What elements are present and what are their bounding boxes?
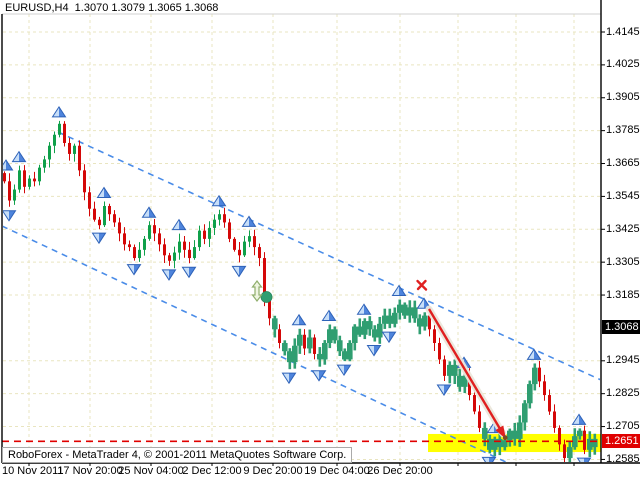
fractal-up-arrow-icon (391, 284, 407, 297)
fractal-down-arrow-icon (281, 372, 297, 385)
fractal-down-arrow-icon (381, 331, 397, 344)
fractal-down-arrow-icon (231, 265, 247, 278)
sell-signal-x-marker[interactable] (416, 279, 428, 291)
time-tick-label: 26 Dec 20:00 (367, 465, 433, 477)
grid (3, 14, 601, 463)
price-tick-label: 1.2585 (606, 452, 640, 465)
fractal-down-arrow-icon (181, 266, 197, 279)
entry-circle-marker[interactable] (260, 291, 273, 303)
price-tick-label: 1.3545 (606, 189, 640, 202)
fractal-down-arrow-icon (91, 232, 107, 245)
time-tick-label: 2 Dec 12:00 (182, 465, 242, 477)
price-tick-label: 1.3305 (606, 255, 640, 268)
time-tick-label: 19 Dec 04:00 (304, 465, 370, 477)
time-tick-label: 25 Nov 04:00 (118, 465, 184, 477)
fractal-down-arrow-icon (336, 364, 352, 377)
price-tick-label: 1.2825 (606, 387, 640, 400)
fractal-down-arrow-icon (126, 264, 142, 276)
fractal-up-arrow-icon (526, 348, 542, 360)
fractal-down-arrow-icon (558, 467, 571, 477)
price-tick-label: 1.3185 (606, 288, 640, 301)
chart-frame (1, 0, 640, 466)
fractal-down-arrow-icon (311, 370, 327, 382)
fractal-up-arrow-icon (356, 303, 372, 315)
target-price-tag: 1.2651 (602, 434, 640, 449)
fractal-down-arrow-icon (161, 269, 177, 281)
fractal-up-arrow-icon (241, 215, 257, 227)
fractal-arrows (3, 105, 592, 477)
fractal-up-arrow-icon (96, 186, 112, 199)
fractal-up-arrow-icon (416, 297, 432, 309)
copyright-bar: RoboForex - MetaTrader 4, © 2001-2011 Me… (2, 447, 353, 463)
trend-channel-upper-line[interactable] (57, 131, 601, 381)
price-tick-label: 1.3785 (606, 124, 640, 137)
fractal-down-arrow-icon (481, 456, 497, 462)
price-tick-label: 1.4145 (606, 25, 640, 38)
trend-channel-lower-line[interactable] (2, 225, 508, 463)
fractal-up-arrow-icon (211, 194, 227, 207)
current-price-tag: 1.3068 (602, 320, 640, 335)
chart-symbol-ohlc-header: EURUSD,H4 1.3070 1.3079 1.3065 1.3068 (5, 2, 219, 14)
time-tick-label: 10 Nov 2011 (2, 465, 64, 477)
price-tick-label: 1.4025 (606, 58, 640, 71)
fractal-up-arrow-icon (291, 313, 307, 326)
fractal-up-arrow-icon (571, 413, 587, 425)
time-tick-label: 17 Nov 20:00 (57, 465, 123, 477)
price-tick-label: 1.2705 (606, 420, 640, 433)
price-tick-label: 1.2945 (606, 354, 640, 367)
fractal-up-arrow-icon (51, 105, 67, 118)
fractal-down-arrow-icon (576, 457, 592, 462)
fractal-up-arrow-icon (11, 150, 27, 163)
fractal-down-arrow-icon (3, 210, 17, 222)
candlestick-series (3, 120, 598, 462)
forecast-arrow[interactable] (425, 305, 508, 441)
fractal-up-arrow-icon (321, 309, 337, 322)
fractal-up-arrow-icon (3, 159, 14, 171)
price-tick-label: 1.3425 (606, 222, 640, 235)
updown-arrow-icon[interactable] (251, 280, 263, 302)
fractal-up-arrow-icon (171, 218, 187, 231)
fractal-down-arrow-icon (436, 384, 452, 396)
time-tick-label: 9 Dec 20:00 (243, 465, 303, 477)
fractal-up-arrow-icon (141, 206, 157, 218)
fractal-down-arrow-icon (366, 345, 382, 357)
price-tick-label: 1.3665 (606, 157, 640, 170)
price-tick-label: 1.3905 (606, 91, 640, 104)
